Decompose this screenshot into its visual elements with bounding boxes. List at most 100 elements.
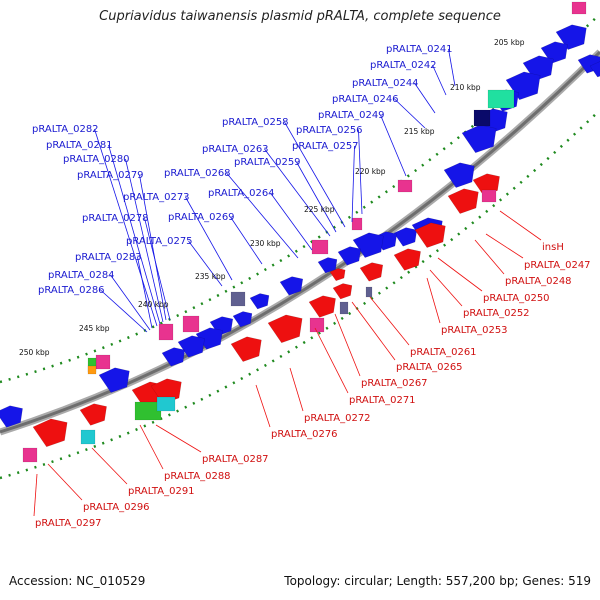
gene-label-reverse: pRALTA_0247 bbox=[524, 260, 591, 271]
forward-gene bbox=[461, 124, 497, 154]
leader-line bbox=[474, 239, 505, 275]
gene-box-pink bbox=[311, 239, 329, 255]
leader-line bbox=[139, 174, 167, 321]
forward-gene bbox=[232, 311, 253, 328]
gene-label-reverse: pRALTA_0252 bbox=[463, 308, 530, 319]
tick-label: 210 kbp bbox=[450, 83, 481, 92]
leader-line bbox=[414, 82, 436, 114]
forward-gene bbox=[0, 405, 23, 428]
gene-box-pink bbox=[95, 354, 111, 370]
gene-label-forward: pRALTA_0269 bbox=[168, 212, 235, 223]
gene-label-forward: pRALTA_0249 bbox=[318, 110, 385, 121]
gene-label-forward: pRALTA_0264 bbox=[208, 188, 275, 199]
gene-box-pink bbox=[309, 317, 325, 333]
gene-box-slate bbox=[339, 301, 349, 315]
leader-line bbox=[499, 210, 542, 241]
gene-box-teal bbox=[487, 89, 515, 109]
gene-label-reverse: pRALTA_0265 bbox=[396, 362, 463, 373]
leader-line bbox=[296, 161, 337, 233]
gene-label-forward: pRALTA_0273 bbox=[123, 192, 190, 203]
leader-line bbox=[100, 289, 148, 333]
gene-box-pink bbox=[22, 447, 38, 463]
leader-line bbox=[255, 384, 271, 428]
reverse-gene bbox=[32, 418, 68, 448]
leader-line bbox=[394, 98, 426, 129]
gene-label-reverse: pRALTA_0287 bbox=[202, 454, 269, 465]
gene-label-forward: pRALTA_0280 bbox=[63, 154, 130, 165]
gene-label-forward: pRALTA_0283 bbox=[75, 252, 142, 263]
leader-line bbox=[264, 148, 331, 237]
gene-label-reverse: pRALTA_0253 bbox=[441, 325, 508, 336]
gene-box-slate bbox=[365, 286, 373, 298]
forward-gene bbox=[443, 162, 475, 188]
reverse-gene bbox=[414, 222, 446, 248]
gene-label-reverse: pRALTA_0297 bbox=[35, 518, 102, 529]
reverse-gene bbox=[447, 188, 479, 214]
reverse-gene bbox=[267, 314, 303, 344]
forward-gene bbox=[589, 61, 600, 78]
gene-label-reverse: pRALTA_0271 bbox=[349, 395, 416, 406]
gene-label-reverse: pRALTA_0288 bbox=[164, 471, 231, 482]
reverse-gene bbox=[359, 262, 384, 282]
gene-label-forward: pRALTA_0281 bbox=[46, 140, 113, 151]
tick-label: 215 kbp bbox=[404, 127, 435, 136]
forward-gene bbox=[177, 335, 205, 358]
leader-line bbox=[137, 256, 153, 329]
gene-label-reverse: pRALTA_0267 bbox=[361, 378, 428, 389]
tick-label: 220 kbp bbox=[355, 167, 386, 176]
gene-label-forward: pRALTA_0286 bbox=[38, 285, 105, 296]
forward-gene bbox=[393, 227, 418, 247]
gene-box-orange bbox=[87, 365, 97, 375]
leader-line bbox=[139, 424, 164, 470]
leader-line bbox=[429, 269, 463, 307]
tick-label: 250 kbp bbox=[19, 348, 50, 357]
forward-gene bbox=[317, 257, 338, 274]
leader-line bbox=[230, 216, 263, 265]
reverse-gene bbox=[230, 336, 262, 362]
tick-label: 245 kbp bbox=[79, 324, 110, 333]
leader-line bbox=[314, 327, 349, 394]
forward-gene bbox=[98, 367, 130, 393]
gene-label-forward: pRALTA_0275 bbox=[126, 236, 193, 247]
leader-line bbox=[284, 121, 346, 228]
forward-gene bbox=[161, 347, 186, 367]
leader-line bbox=[432, 64, 447, 96]
gene-label-forward: pRALTA_0284 bbox=[48, 270, 115, 281]
gene-label-reverse: pRALTA_0261 bbox=[410, 347, 477, 358]
gene-label-reverse: pRALTA_0291 bbox=[128, 486, 195, 497]
gene-label-forward: pRALTA_0257 bbox=[292, 141, 359, 152]
leader-line bbox=[351, 301, 396, 361]
leader-line bbox=[437, 257, 483, 292]
gene-box-pink bbox=[182, 315, 200, 333]
gene-label-forward: pRALTA_0263 bbox=[202, 144, 269, 155]
gene-label-forward: pRALTA_0278 bbox=[82, 213, 149, 224]
gene-label-reverse: pRALTA_0276 bbox=[271, 429, 338, 440]
map-title: Cupriavidus taiwanensis plasmid pRALTA, … bbox=[99, 9, 501, 24]
reverse-gene bbox=[308, 295, 336, 318]
leader-line bbox=[33, 473, 38, 517]
reverse-gene bbox=[472, 173, 500, 196]
reverse-gene bbox=[393, 248, 421, 271]
leader-line bbox=[270, 192, 313, 251]
backbone-ring-core bbox=[0, 50, 600, 434]
gene-box-pink bbox=[351, 217, 363, 231]
gene-box-pink bbox=[158, 323, 174, 341]
gene-label-forward: pRALTA_0246 bbox=[332, 94, 399, 105]
leader-line bbox=[185, 196, 233, 281]
reverse-gene bbox=[332, 283, 353, 300]
gene-box-slate bbox=[230, 291, 246, 307]
gene-box-pink bbox=[481, 189, 497, 203]
leader-line bbox=[144, 217, 171, 321]
tick-label: 205 kbp bbox=[494, 38, 525, 47]
leader-line bbox=[91, 447, 128, 485]
gene-label-forward: pRALTA_0244 bbox=[352, 78, 419, 89]
leader-line bbox=[110, 274, 151, 331]
gene-label-forward: pRALTA_0282 bbox=[32, 124, 99, 135]
leader-line bbox=[47, 463, 83, 501]
leader-line bbox=[155, 424, 202, 453]
reverse-gene bbox=[329, 268, 346, 282]
gene-label-reverse: pRALTA_0296 bbox=[83, 502, 150, 513]
gene-label-forward: pRALTA_0258 bbox=[222, 117, 289, 128]
leader-line bbox=[125, 158, 164, 323]
